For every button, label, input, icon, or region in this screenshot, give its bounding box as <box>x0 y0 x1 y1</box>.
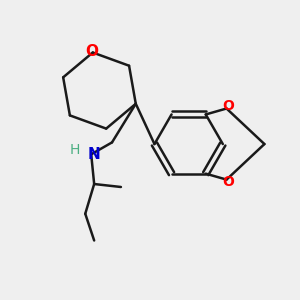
Text: H: H <box>70 143 80 157</box>
Text: N: N <box>88 147 100 162</box>
Text: O: O <box>85 44 98 59</box>
Text: O: O <box>222 99 234 113</box>
Text: O: O <box>222 175 234 189</box>
